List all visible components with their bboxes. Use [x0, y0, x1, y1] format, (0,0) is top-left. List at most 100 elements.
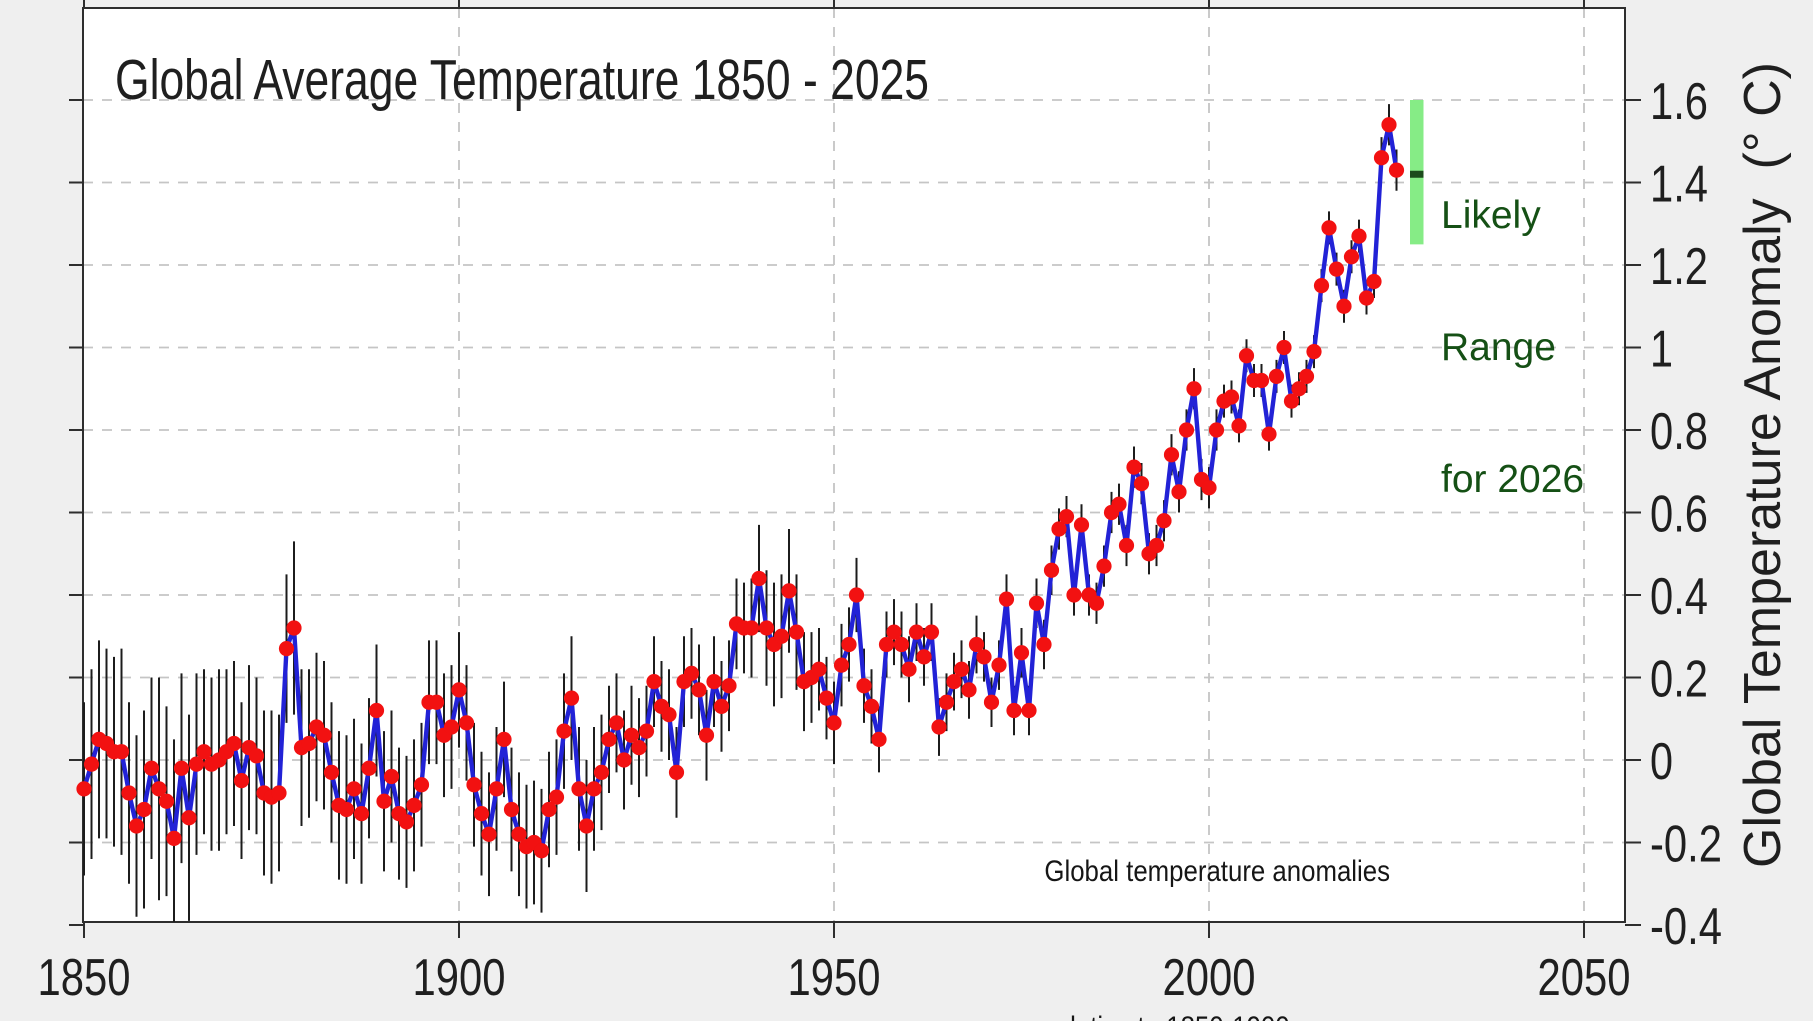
- data-point: [1028, 595, 1045, 611]
- data-point: [76, 781, 92, 797]
- data-point: [1238, 348, 1255, 364]
- data-point: [248, 748, 265, 764]
- y-tick-label: 0.6: [1650, 486, 1708, 544]
- data-point: [811, 661, 827, 677]
- data-point: [1306, 344, 1322, 360]
- data-point: [286, 620, 302, 636]
- data-point: [661, 707, 677, 723]
- data-point: [376, 793, 392, 809]
- data-point: [1013, 645, 1030, 661]
- data-point: [1276, 339, 1292, 356]
- data-point: [338, 801, 355, 818]
- data-point: [1261, 426, 1277, 442]
- y-axis-label: Global Temperature Anomaly (° C): [1734, 62, 1792, 868]
- y-tick-label: -0.4: [1650, 898, 1722, 956]
- data-point: [616, 752, 632, 768]
- data-point: [638, 723, 655, 739]
- data-point: [788, 624, 805, 640]
- data-point: [683, 665, 700, 681]
- x-tick-label: 1850: [38, 949, 131, 1007]
- data-point: [563, 690, 580, 706]
- data-point: [743, 620, 760, 636]
- data-point: [1373, 150, 1390, 166]
- data-point: [698, 727, 715, 743]
- data-point: [1223, 389, 1240, 405]
- data-point: [1291, 381, 1307, 397]
- x-tick-label: 2000: [1163, 949, 1256, 1007]
- data-point: [1231, 418, 1247, 434]
- data-point: [578, 818, 595, 834]
- annotation-line-1: Global temperature anomalies: [1044, 855, 1390, 888]
- data-point: [646, 674, 662, 690]
- data-point: [691, 682, 707, 698]
- data-point: [503, 801, 520, 818]
- data-point: [1358, 290, 1375, 306]
- data-point: [623, 727, 640, 743]
- data-point: [488, 781, 505, 797]
- data-point: [398, 814, 415, 830]
- data-point: [181, 810, 197, 826]
- data-point: [301, 735, 317, 752]
- data-point: [1156, 513, 1172, 529]
- data-point: [136, 801, 152, 818]
- data-point: [1171, 484, 1187, 500]
- data-point: [361, 760, 377, 776]
- data-point: [1096, 558, 1112, 574]
- data-point: [721, 678, 737, 694]
- data-point: [316, 727, 332, 743]
- data-points-group: [76, 117, 1405, 859]
- data-point: [113, 744, 130, 760]
- data-point: [83, 756, 100, 772]
- data-point: [1328, 261, 1345, 277]
- data-point: [1051, 521, 1067, 537]
- y-tick-label: 1.6: [1650, 73, 1708, 131]
- forecast-range-label: Likely Range for 2026: [1441, 106, 1584, 590]
- data-point: [1021, 702, 1037, 719]
- data-point: [1118, 537, 1135, 554]
- data-point: [863, 698, 880, 714]
- data-point: [233, 773, 250, 789]
- data-point: [953, 661, 970, 677]
- data-point: [1253, 372, 1270, 389]
- forecast-label-line-2: Range: [1441, 326, 1556, 369]
- data-point: [706, 674, 722, 690]
- data-point: [451, 682, 467, 698]
- data-point: [1163, 447, 1180, 463]
- data-point: [1208, 422, 1225, 438]
- data-point: [758, 620, 775, 636]
- data-point: [173, 760, 190, 776]
- data-point: [473, 806, 490, 822]
- data-point: [271, 785, 287, 801]
- data-point: [346, 781, 362, 797]
- forecast-label-line-3: for 2026: [1441, 458, 1585, 501]
- data-point: [196, 744, 212, 760]
- data-point: [226, 735, 242, 752]
- data-point: [593, 764, 610, 780]
- data-point: [1283, 393, 1300, 409]
- data-point: [323, 764, 340, 780]
- data-point: [413, 777, 430, 793]
- data-point: [1006, 702, 1022, 719]
- data-point: [496, 731, 512, 747]
- data-point: [983, 694, 1000, 710]
- forecast-label-line-1: Likely: [1441, 194, 1541, 237]
- data-point: [1388, 162, 1405, 178]
- data-point: [991, 657, 1007, 673]
- data-point: [458, 715, 475, 731]
- data-point: [383, 768, 400, 785]
- data-point: [1111, 496, 1127, 512]
- data-point: [998, 591, 1015, 607]
- data-point: [481, 826, 497, 842]
- data-point: [556, 723, 572, 739]
- data-point: [1336, 298, 1352, 314]
- data-point: [713, 698, 730, 714]
- data-point: [878, 636, 895, 653]
- data-point: [1381, 117, 1397, 133]
- data-point: [586, 781, 602, 797]
- data-point: [1073, 517, 1090, 533]
- data-point: [916, 649, 932, 665]
- data-point: [428, 694, 445, 710]
- data-point: [1066, 587, 1082, 603]
- y-tick-label: 0.8: [1650, 403, 1708, 461]
